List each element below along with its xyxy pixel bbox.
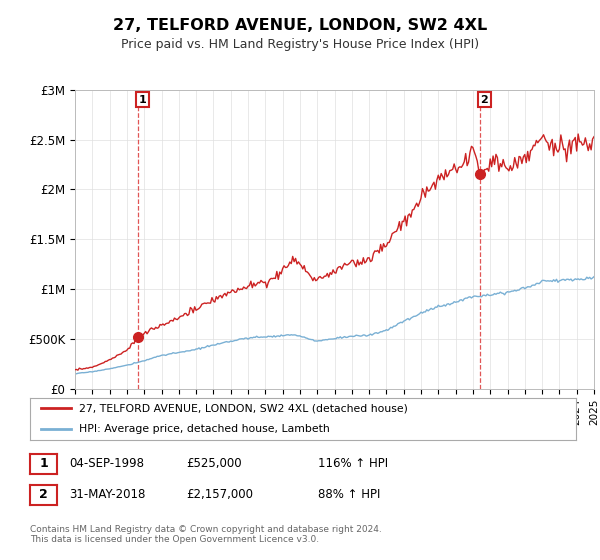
Text: HPI: Average price, detached house, Lambeth: HPI: Average price, detached house, Lamb… bbox=[79, 424, 330, 434]
Text: 88% ↑ HPI: 88% ↑ HPI bbox=[318, 488, 380, 501]
Text: £525,000: £525,000 bbox=[186, 458, 242, 470]
Text: 31-MAY-2018: 31-MAY-2018 bbox=[69, 488, 145, 501]
Text: 27, TELFORD AVENUE, LONDON, SW2 4XL: 27, TELFORD AVENUE, LONDON, SW2 4XL bbox=[113, 18, 487, 32]
Text: 1: 1 bbox=[39, 458, 48, 470]
Text: 27, TELFORD AVENUE, LONDON, SW2 4XL (detached house): 27, TELFORD AVENUE, LONDON, SW2 4XL (det… bbox=[79, 403, 408, 413]
Text: 1: 1 bbox=[139, 95, 146, 105]
Text: Price paid vs. HM Land Registry's House Price Index (HPI): Price paid vs. HM Land Registry's House … bbox=[121, 38, 479, 52]
Text: 2: 2 bbox=[39, 488, 48, 501]
Text: Contains HM Land Registry data © Crown copyright and database right 2024.
This d: Contains HM Land Registry data © Crown c… bbox=[30, 525, 382, 544]
Text: £2,157,000: £2,157,000 bbox=[186, 488, 253, 501]
Text: 04-SEP-1998: 04-SEP-1998 bbox=[69, 458, 144, 470]
Text: 2: 2 bbox=[481, 95, 488, 105]
Text: 116% ↑ HPI: 116% ↑ HPI bbox=[318, 458, 388, 470]
